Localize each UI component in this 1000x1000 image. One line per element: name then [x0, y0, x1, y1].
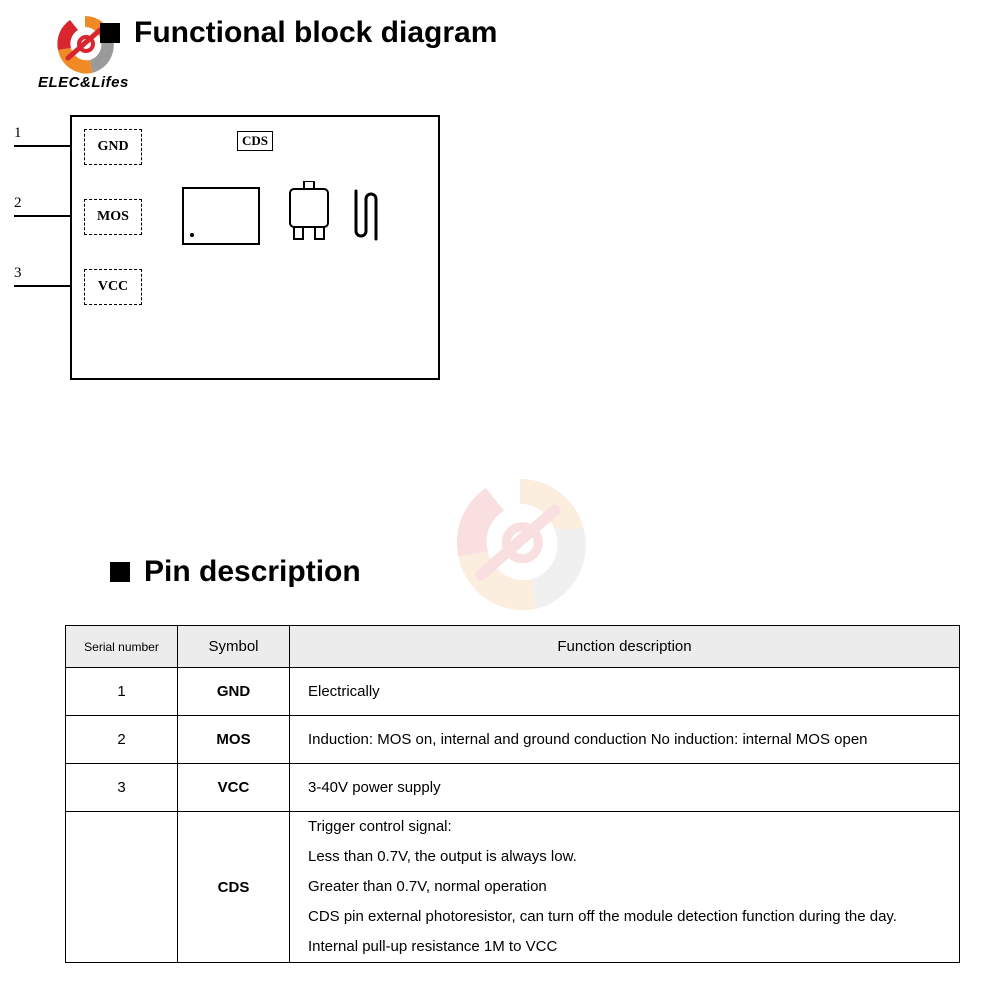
transistor-icon	[284, 181, 334, 247]
pin2-number: 2	[14, 195, 22, 212]
cell-sn: 1	[66, 668, 178, 716]
pin1-lead	[14, 145, 70, 147]
section1-title-row: Functional block diagram	[100, 16, 497, 50]
cell-symbol: CDS	[178, 812, 290, 963]
cds-line: Internal pull-up resistance 1M to VCC	[308, 932, 959, 962]
pin1-number: 1	[14, 125, 22, 142]
cell-desc: Induction: MOS on, internal and ground c…	[290, 716, 960, 764]
ic-block	[182, 187, 260, 245]
table-row: 2 MOS Induction: MOS on, internal and gr…	[66, 716, 960, 764]
table-row-cds: CDS Trigger control signal: Less than 0.…	[66, 812, 960, 963]
cell-sn: 2	[66, 716, 178, 764]
pin-vcc-box: VCC	[84, 269, 142, 305]
cds-line: Greater than 0.7V, normal operation	[308, 872, 959, 902]
section2-title: Pin description	[144, 555, 361, 589]
th-serial: Serial number	[66, 626, 178, 668]
section2-title-row: Pin description	[110, 555, 361, 589]
bullet-icon	[100, 23, 120, 43]
cell-desc: Electrically	[290, 668, 960, 716]
cell-desc: 3-40V power supply	[290, 764, 960, 812]
th-desc: Function description	[290, 626, 960, 668]
cell-sn	[66, 812, 178, 963]
table-header-row: Serial number Symbol Function descriptio…	[66, 626, 960, 668]
pin-gnd-box: GND	[84, 129, 142, 165]
pin3-number: 3	[14, 265, 22, 282]
pin3-lead	[14, 285, 70, 287]
table-row: 3 VCC 3-40V power supply	[66, 764, 960, 812]
cell-sn: 3	[66, 764, 178, 812]
pin-table-wrap: Serial number Symbol Function descriptio…	[65, 625, 960, 963]
section1-title: Functional block diagram	[134, 16, 497, 50]
cell-desc-cds: Trigger control signal: Less than 0.7V, …	[290, 812, 960, 963]
block-diagram: 1 2 3 GND MOS VCC CDS	[70, 115, 440, 380]
diagram-frame: GND MOS VCC CDS	[70, 115, 440, 380]
antenna-icon	[350, 189, 384, 243]
cds-label-box: CDS	[237, 131, 273, 151]
cds-line: Less than 0.7V, the output is always low…	[308, 842, 959, 872]
pin-mos-box: MOS	[84, 199, 142, 235]
th-symbol: Symbol	[178, 626, 290, 668]
cell-symbol: GND	[178, 668, 290, 716]
cds-line: CDS pin external photoresistor, can turn…	[308, 902, 959, 932]
pin1-dot-icon	[190, 233, 194, 237]
table-row: 1 GND Electrically	[66, 668, 960, 716]
cell-symbol: MOS	[178, 716, 290, 764]
pin-table: Serial number Symbol Function descriptio…	[65, 625, 960, 963]
cds-line: Trigger control signal:	[308, 812, 959, 842]
cell-symbol: VCC	[178, 764, 290, 812]
bullet-icon	[110, 562, 130, 582]
pin2-lead	[14, 215, 70, 217]
